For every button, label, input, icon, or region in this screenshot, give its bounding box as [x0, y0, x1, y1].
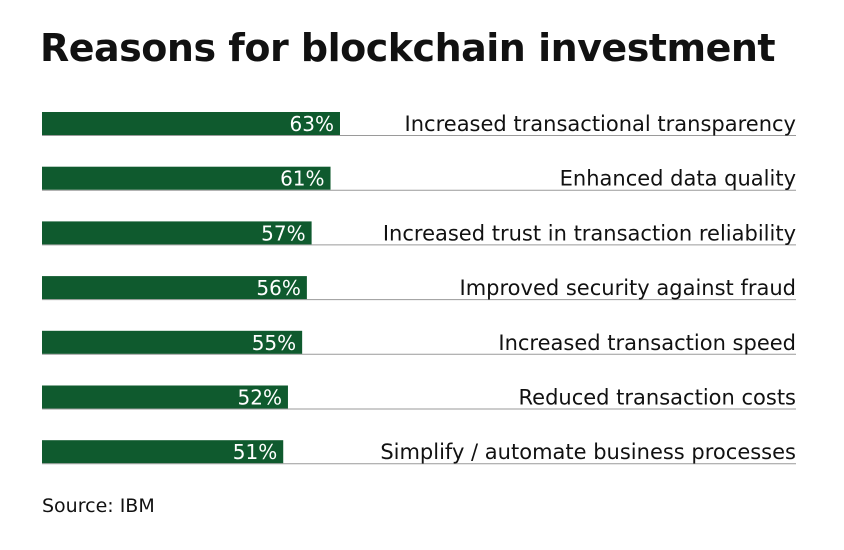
bar-value-label: 57% — [261, 221, 305, 245]
category-label: Increased transaction speed — [498, 331, 796, 355]
bar-row: 61% Enhanced data quality — [42, 166, 796, 191]
bar — [42, 276, 307, 300]
category-label: Reduced transaction costs — [519, 386, 797, 410]
bar-value-label: 55% — [252, 331, 296, 355]
bar-value-label: 61% — [280, 167, 324, 191]
bar-row: 51% Simplify / automate business processe… — [42, 440, 796, 465]
bar-value-label: 52% — [238, 386, 282, 410]
bar-row: 63% Increased transactional transparency — [42, 112, 796, 136]
bar — [42, 330, 303, 354]
source-note: Source: IBM — [42, 495, 155, 517]
category-label: Increased trust in transaction reliabili… — [383, 221, 796, 245]
bar-row: 57% Increased trust in transaction reliab… — [42, 221, 796, 246]
bar-value-label: 63% — [290, 112, 334, 136]
bar — [42, 221, 312, 245]
category-label: Enhanced data quality — [560, 167, 796, 191]
bar-row: 55% Increased transaction speed — [42, 330, 796, 355]
bar-row: 56% Improved security against fraud — [42, 276, 796, 301]
bar — [42, 166, 331, 190]
chart-title: Reasons for blockchain investment — [40, 26, 776, 70]
bar — [42, 112, 340, 135]
bar — [42, 440, 284, 464]
bar-value-label: 51% — [233, 440, 277, 464]
category-label: Simplify / automate business processes — [380, 440, 796, 464]
bar-row: 52% Reduced transaction costs — [42, 385, 797, 410]
bar-value-label: 56% — [256, 276, 300, 300]
bars-layer: 63% Increased transactional transparency6… — [42, 112, 797, 465]
bar — [42, 385, 288, 409]
category-label: Increased transactional transparency — [405, 112, 796, 136]
category-label: Improved security against fraud — [460, 276, 796, 300]
